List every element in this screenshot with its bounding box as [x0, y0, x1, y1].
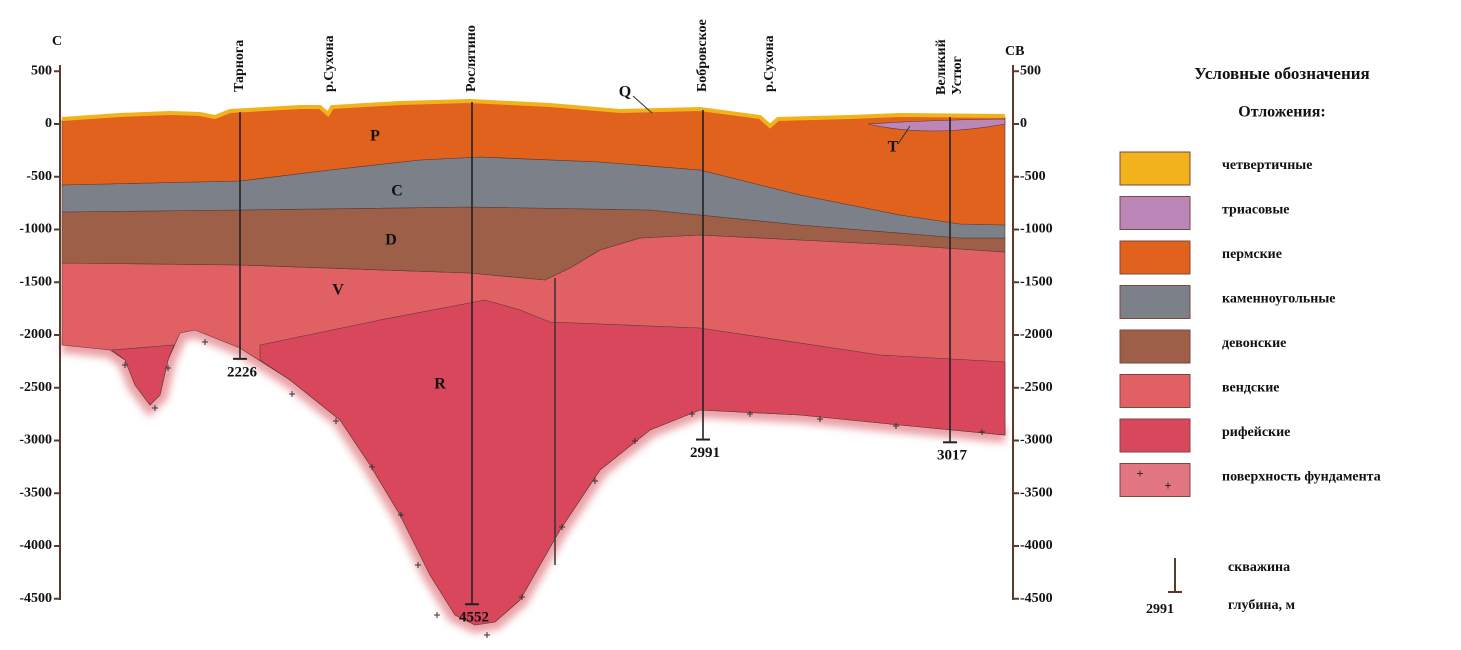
basement-plus	[434, 612, 440, 618]
y-tick-label: -2500	[19, 380, 52, 395]
y2-tick-label: -4500	[1020, 591, 1053, 606]
layer-label: R	[434, 376, 446, 393]
y2-tick-label: -1500	[1020, 274, 1053, 289]
legend-label: пермские	[1222, 247, 1282, 262]
y-tick-label: -3000	[19, 433, 52, 448]
legend-label: триасовые	[1222, 203, 1289, 218]
layer-label: Q	[619, 84, 631, 101]
legend-title: Условные обозначения	[1194, 64, 1370, 83]
layer-label: C	[391, 183, 403, 200]
layer-label: V	[332, 282, 344, 299]
y-tick-label: -500	[26, 169, 52, 184]
legend-swatch	[1120, 464, 1190, 497]
legend-swatch	[1120, 197, 1190, 230]
y-tick-label: -1000	[19, 222, 52, 237]
y2-tick-label: 0	[1020, 116, 1027, 131]
y2-tick-label: -3500	[1020, 485, 1053, 500]
place-label: Великий	[934, 39, 949, 95]
y-tick-label: 0	[45, 116, 52, 131]
legend-label: поверхность фундамента	[1222, 470, 1381, 485]
well-depth: 3017	[937, 448, 968, 464]
legend-depth-label: глубина, м	[1228, 598, 1295, 613]
legend-subtitle: Отложения:	[1238, 104, 1325, 121]
y2-tick-label: -3000	[1020, 433, 1053, 448]
place-label: Устюг	[950, 56, 965, 95]
y-tick-label: -3500	[19, 485, 52, 500]
y-tick-label: -2000	[19, 327, 52, 342]
legend-label: девонские	[1222, 336, 1286, 351]
well-depth: 4552	[459, 610, 489, 626]
place-label: р.Сухона	[322, 35, 337, 92]
legend-swatch	[1120, 375, 1190, 408]
layers	[62, 96, 1005, 625]
legend-swatch	[1120, 152, 1190, 185]
y2-tick-label: -2500	[1020, 380, 1053, 395]
y-tick-label: -4000	[19, 538, 52, 553]
legend-label: каменноугольные	[1222, 292, 1336, 307]
layer-label: D	[385, 232, 397, 249]
well-depth: 2226	[227, 364, 258, 380]
y-tick-label: 500	[31, 63, 52, 78]
y2-tick-label: -500	[1020, 169, 1046, 184]
y2-tick-label: -1000	[1020, 222, 1053, 237]
place-label: Рослятино	[464, 25, 479, 92]
legend-swatch	[1120, 241, 1190, 274]
y2-tick-label: -4000	[1020, 538, 1053, 553]
legend-well-label: скважина	[1228, 560, 1290, 575]
left-axis-label: С	[52, 34, 62, 49]
basement-plus	[484, 632, 490, 638]
y-tick-label: -4500	[19, 591, 52, 606]
y2-tick-label: -2000	[1020, 327, 1053, 342]
place-label: Бобровское	[695, 19, 710, 92]
legend-swatch	[1120, 419, 1190, 452]
right-axis-label: СВ	[1005, 44, 1024, 59]
layer-label: P	[370, 128, 380, 145]
legend-depth-value: 2991	[1146, 602, 1174, 617]
layer-label: T	[888, 139, 899, 156]
legend-label: четвертичные	[1222, 158, 1312, 173]
cross-section: С СВ Условные обозначения Отложения: скв…	[0, 0, 1461, 650]
place-label: Тарнога	[232, 40, 247, 92]
legend-swatch	[1120, 286, 1190, 319]
place-label: р.Сухона	[762, 35, 777, 92]
legend-label: вендские	[1222, 381, 1279, 396]
legend-label: рифейские	[1222, 425, 1290, 440]
well-depth: 2991	[690, 445, 720, 461]
legend-swatch	[1120, 330, 1190, 363]
y2-tick-label: 500	[1020, 63, 1041, 78]
y-tick-label: -1500	[19, 274, 52, 289]
